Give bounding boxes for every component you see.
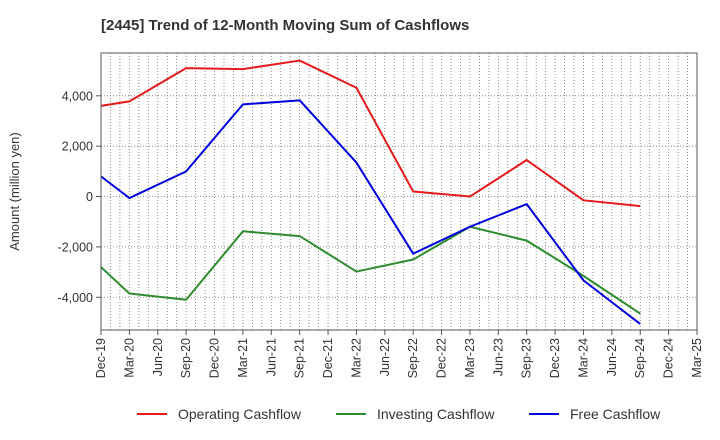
series-line-investing-cashflow [100, 225, 641, 315]
x-tick-label: Dec-20 [208, 338, 222, 378]
legend: Operating Cashflow Investing Cashflow Free… [137, 406, 661, 422]
x-tick-label: Sep-23 [520, 338, 534, 378]
x-tick-label: Mar-25 [690, 338, 704, 378]
x-tick-label: Jun-21 [264, 338, 278, 376]
x-tick-label: Jun-24 [605, 338, 619, 376]
x-tick-label: Mar-24 [576, 338, 590, 378]
x-tick-label: Jun-23 [491, 338, 505, 376]
y-tick-label: 0 [86, 190, 93, 204]
series-line-free-cashflow [100, 99, 641, 325]
x-tick-label: Mar-21 [236, 338, 250, 378]
x-tick-label: Dec-23 [548, 338, 562, 378]
plot-area-frame [100, 52, 698, 331]
x-tick-label: Dec-19 [94, 338, 108, 378]
x-tick-label: Sep-24 [633, 338, 647, 378]
x-tick-label: Dec-21 [321, 338, 335, 378]
legend-label: Free Cashflow [570, 406, 661, 422]
x-tick-label: Jun-20 [151, 338, 165, 376]
y-axis-ticks: -4,000 -2,000 0 2,000 4,000 [58, 89, 101, 305]
x-tick-label: Mar-23 [463, 338, 477, 378]
x-axis-ticks: Dec-19 Mar-20 Jun-20 Sep-20 Dec-20 Mar-21 Jun-… [94, 330, 704, 378]
grid-lines [101, 53, 697, 330]
series-lines [100, 59, 641, 325]
x-tick-label: Dec-22 [435, 338, 449, 378]
y-tick-label: -4,000 [58, 291, 93, 305]
y-tick-label: -2,000 [58, 240, 93, 254]
x-tick-label: Sep-20 [179, 338, 193, 378]
chart-title: [2445] Trend of 12-Month Moving Sum of C… [101, 17, 469, 34]
x-tick-label: Mar-20 [122, 338, 136, 378]
x-tick-label: Jun-22 [378, 338, 392, 376]
legend-label: Operating Cashflow [178, 406, 302, 422]
x-tick-label: Sep-22 [406, 338, 420, 378]
series-line-operating-cashflow [100, 59, 641, 208]
y-tick-label: 4,000 [62, 89, 93, 103]
y-tick-label: 2,000 [62, 140, 93, 154]
y-axis-label: Amount (million yen) [7, 132, 22, 251]
x-tick-label: Sep-21 [293, 338, 307, 378]
x-tick-label: Dec-24 [662, 338, 676, 378]
x-tick-label: Mar-22 [349, 338, 363, 378]
legend-label: Investing Cashflow [377, 406, 495, 422]
